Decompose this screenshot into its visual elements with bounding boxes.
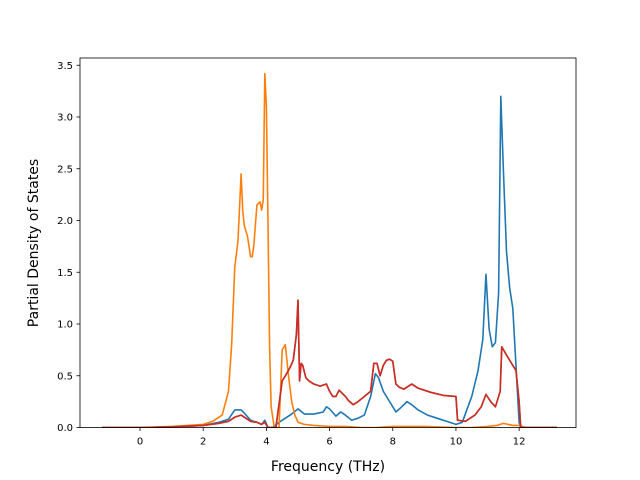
plot-area [79,57,577,428]
y-tick-label: 2.5 [57,164,73,175]
y-axis: 0.0 0.5 1.0 1.5 2.0 2.5 3.0 3.5 [57,61,80,434]
y-axis-label: Partial Density of States [26,159,42,327]
x-tick-label: 0 [137,437,143,448]
x-tick-label: 6 [326,437,332,448]
x-axis: 0 2 4 6 8 10 12 [137,427,526,448]
plot-frame [79,57,577,428]
x-tick-label: 8 [390,437,396,448]
x-axis-label: Frequency (THz) [271,459,385,475]
series-line-1 [102,72,558,428]
y-tick-label: 1.5 [57,268,73,279]
series-layer [102,72,558,428]
series-line-3 [102,299,558,428]
y-tick-label: 3.5 [57,61,73,72]
x-tick-label: 2 [200,437,206,448]
y-tick-label: 1.0 [57,320,73,331]
x-tick-label: 10 [450,437,463,448]
x-tick-label: 4 [263,437,269,448]
y-tick-label: 0.0 [57,423,73,434]
y-tick-label: 3.0 [57,113,73,124]
y-tick-label: 0.5 [57,371,73,382]
x-tick-label: 12 [513,437,526,448]
y-tick-label: 2.0 [57,216,73,227]
